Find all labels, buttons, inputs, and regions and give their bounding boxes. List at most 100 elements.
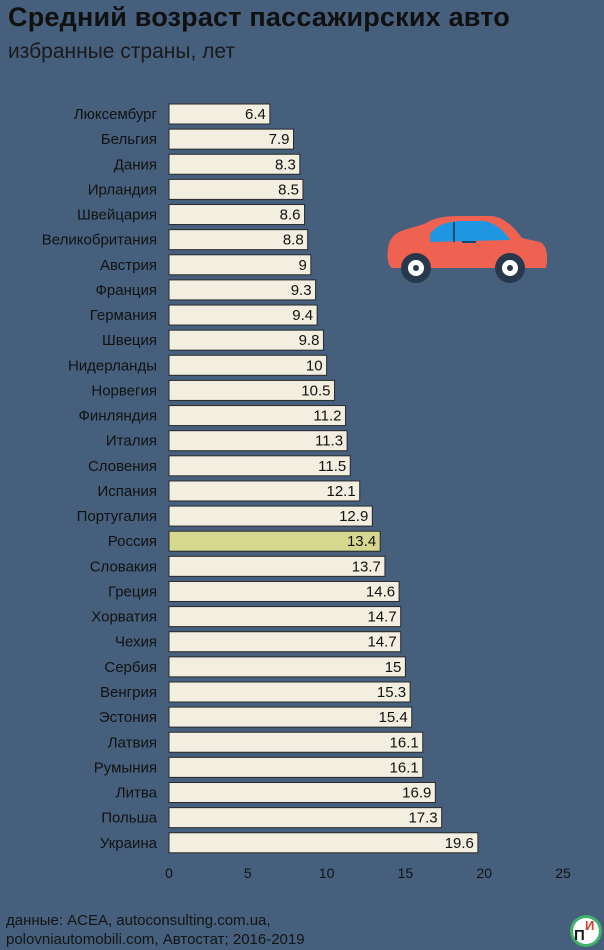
bar xyxy=(168,832,479,854)
category-label: Финляндия xyxy=(79,408,157,425)
value-label: 16.1 xyxy=(390,759,419,776)
x-tick-label: 10 xyxy=(319,865,335,881)
category-label: Словения xyxy=(88,458,157,475)
value-label: 11.3 xyxy=(315,433,343,450)
category-label: Польша xyxy=(101,810,157,827)
value-label: 19.6 xyxy=(445,835,474,852)
bar xyxy=(168,631,402,653)
bar-group: Великобритания 8.8 xyxy=(42,229,309,251)
category-label: Норвегия xyxy=(91,382,157,399)
bar xyxy=(168,505,373,527)
chart-title: Средний возраст пассажирских авто xyxy=(8,2,510,32)
car-window xyxy=(430,221,510,242)
category-label: Ирландия xyxy=(88,181,157,198)
bar xyxy=(168,329,324,351)
category-label: Португалия xyxy=(77,508,157,525)
category-label: Хорватия xyxy=(91,609,157,626)
bar xyxy=(168,254,312,276)
bar-group: Испания 12.1 xyxy=(97,480,361,502)
category-label: Чехия xyxy=(115,634,157,651)
category-label: Швейцария xyxy=(77,207,157,224)
bar xyxy=(168,304,318,326)
bar-group: Австрия 9 xyxy=(100,254,312,276)
category-label: Словакия xyxy=(90,558,157,575)
bar-group: Италия 11.3 xyxy=(106,430,348,452)
bar xyxy=(168,706,413,728)
value-label: 9 xyxy=(298,257,306,274)
bar-group: Финляндия 11.2 xyxy=(79,405,347,427)
source-line-1: данные: ACEA, autoconsulting.com.ua, xyxy=(6,912,271,929)
logo-icon: П И xyxy=(570,915,602,947)
bar-group: Хорватия 14.7 xyxy=(91,606,402,628)
bar-group: Польша 17.3 xyxy=(101,807,443,829)
bar xyxy=(168,681,411,703)
bar xyxy=(168,606,402,628)
chart-subtitle: избранные страны, лет xyxy=(8,40,236,63)
bar-group: Германия 9.4 xyxy=(90,304,318,326)
bar-group: Дания 8.3 xyxy=(114,153,301,175)
value-label: 12.9 xyxy=(339,508,368,525)
value-label: 13.7 xyxy=(352,558,381,575)
category-label: Эстония xyxy=(99,709,157,726)
bar xyxy=(168,555,386,577)
bar xyxy=(168,405,347,427)
bar-group: Люксембург 6.4 xyxy=(74,103,271,125)
bar xyxy=(168,480,361,502)
value-label: 8.3 xyxy=(275,156,296,173)
value-label: 14.6 xyxy=(366,583,395,600)
category-label: Великобритания xyxy=(42,232,157,249)
bar-group: Швеция 9.8 xyxy=(102,329,324,351)
bar xyxy=(168,455,351,477)
bar-group: Россия 13.4 xyxy=(108,530,381,552)
bar xyxy=(168,782,436,804)
category-label: Сербия xyxy=(104,659,157,676)
category-label: Нидерланды xyxy=(68,357,157,374)
category-label: Греция xyxy=(108,583,157,600)
bar-group: Литва 16.9 xyxy=(116,782,436,804)
bar xyxy=(168,229,309,251)
x-tick-label: 15 xyxy=(398,865,414,881)
value-label: 11.5 xyxy=(318,458,346,475)
bar-highlight xyxy=(168,530,381,552)
bar-group: Нидерланды 10 xyxy=(68,354,328,376)
bar xyxy=(168,354,328,376)
bar xyxy=(168,153,301,175)
category-label: Италия xyxy=(106,433,157,450)
value-label: 17.3 xyxy=(408,810,437,827)
bar-group: Словения 11.5 xyxy=(88,455,351,477)
x-tick-label: 5 xyxy=(244,865,252,881)
value-label: 9.4 xyxy=(292,307,313,324)
category-label: Дания xyxy=(114,156,157,173)
category-label: Венгрия xyxy=(100,684,157,701)
x-tick-label: 20 xyxy=(476,865,492,881)
logo-letter-1: П xyxy=(574,927,585,944)
bar-group: Эстония 15.4 xyxy=(99,706,413,728)
bar xyxy=(168,430,348,452)
value-label: 8.5 xyxy=(278,181,299,198)
value-label: 13.4 xyxy=(347,533,376,550)
car-icon xyxy=(387,216,548,283)
bar xyxy=(168,656,406,678)
bar-group: Португалия 12.9 xyxy=(77,505,373,527)
category-label: Франция xyxy=(96,282,157,299)
bar-group: Швейцария 8.6 xyxy=(77,204,306,226)
category-label: Люксембург xyxy=(74,106,158,123)
value-label: 16.9 xyxy=(402,785,431,802)
value-label: 7.9 xyxy=(269,131,290,148)
value-label: 11.2 xyxy=(313,408,341,425)
category-label: Румыния xyxy=(94,759,157,776)
logo-letter-2: И xyxy=(585,918,594,933)
value-label: 10.5 xyxy=(301,382,330,399)
source-line-2: polovniautomobili.com, Автостат; 2016-20… xyxy=(6,931,305,948)
value-label: 14.7 xyxy=(367,634,396,651)
value-label: 12.1 xyxy=(326,483,355,500)
category-label: Латвия xyxy=(108,734,157,751)
value-label: 8.8 xyxy=(283,232,304,249)
value-label: 9.3 xyxy=(291,282,312,299)
bar-group: Латвия 16.1 xyxy=(108,731,424,753)
bar xyxy=(168,204,306,226)
category-label: Швеция xyxy=(102,332,157,349)
bar-group: Чехия 14.7 xyxy=(115,631,402,653)
value-label: 16.1 xyxy=(390,734,419,751)
bar-group: Франция 9.3 xyxy=(96,279,317,301)
